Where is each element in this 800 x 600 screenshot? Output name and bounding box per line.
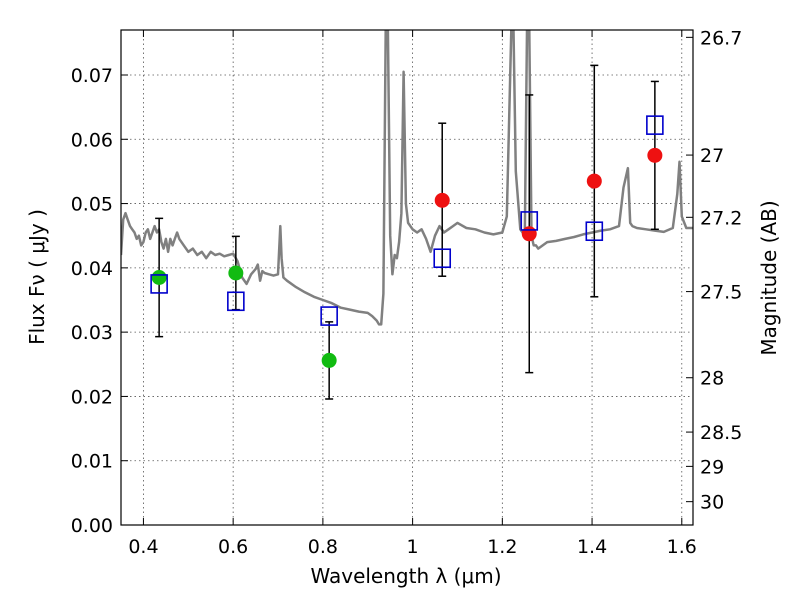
model-flux-square bbox=[646, 115, 664, 135]
observed-flux-point bbox=[151, 270, 167, 285]
magnitude-tick-label: 29 bbox=[700, 456, 724, 478]
x-tick-label: 0.4 bbox=[128, 536, 158, 558]
y-tick-labels: 0.00 0.01 0.02 0.03 0.04 0.05 0.06 0.07 bbox=[71, 65, 113, 537]
magnitude-tick-label: 26.7 bbox=[700, 27, 742, 49]
y-tick-label: 0.05 bbox=[71, 194, 113, 216]
x-tick-label: 1.6 bbox=[667, 536, 697, 558]
y-tick-label: 0.06 bbox=[71, 129, 113, 151]
magnitude-tick-label: 27.2 bbox=[700, 207, 742, 229]
y-tick-label: 0.01 bbox=[71, 451, 113, 473]
y-tick-label: 0.07 bbox=[71, 65, 113, 87]
magnitude-tick-label: 27.5 bbox=[700, 282, 742, 304]
magnitude-tick-labels: 26.7 27 27.2 27.5 28 28.5 29 30 bbox=[700, 27, 742, 513]
x-tick-label: 1 bbox=[407, 536, 419, 558]
x-tick-label: 0.6 bbox=[218, 536, 248, 558]
marker-layer bbox=[150, 115, 664, 368]
y-tick-label: 0.02 bbox=[71, 386, 113, 408]
magnitude-tick-label: 28.5 bbox=[700, 422, 742, 444]
magnitude-tick-label: 27 bbox=[700, 145, 724, 167]
observed-flux-point bbox=[434, 192, 450, 208]
magnitude-tick-label: 30 bbox=[700, 492, 724, 514]
x-tick-label: 0.8 bbox=[308, 536, 338, 558]
template-spectrum-layer bbox=[121, 30, 693, 326]
observed-flux-point bbox=[228, 265, 244, 281]
model-flux-square bbox=[227, 291, 245, 312]
model-flux-square bbox=[520, 211, 539, 231]
y-tick-label: 0.03 bbox=[71, 322, 113, 344]
model-flux-square bbox=[320, 306, 338, 326]
model-flux-square bbox=[150, 274, 168, 294]
observed-flux-point bbox=[586, 173, 602, 189]
template-spectrum-line bbox=[121, 30, 693, 326]
observed-flux-point bbox=[521, 226, 537, 242]
y-axis-title: Flux Fν ( μJy ) bbox=[25, 209, 49, 345]
x-tick-labels: 0.4 0.6 0.8 1 1.2 1.4 1.6 bbox=[128, 536, 697, 558]
right-axis-title: Magnitude (AB) bbox=[757, 200, 781, 355]
observed-flux-point bbox=[647, 147, 663, 163]
model-flux-square bbox=[585, 221, 604, 242]
x-tick-label: 1.4 bbox=[577, 536, 607, 558]
x-axis-title: Wavelength λ (μm) bbox=[310, 564, 501, 588]
magnitude-tick-label: 28 bbox=[700, 368, 724, 390]
y-tick-label: 0.04 bbox=[71, 258, 113, 280]
y-tick-label: 0.00 bbox=[71, 515, 113, 537]
plot-frame bbox=[120, 29, 694, 526]
tick-marks bbox=[121, 30, 693, 526]
model-flux-square bbox=[433, 248, 452, 269]
x-tick-label: 1.2 bbox=[487, 536, 517, 558]
observed-flux-point bbox=[321, 352, 337, 368]
